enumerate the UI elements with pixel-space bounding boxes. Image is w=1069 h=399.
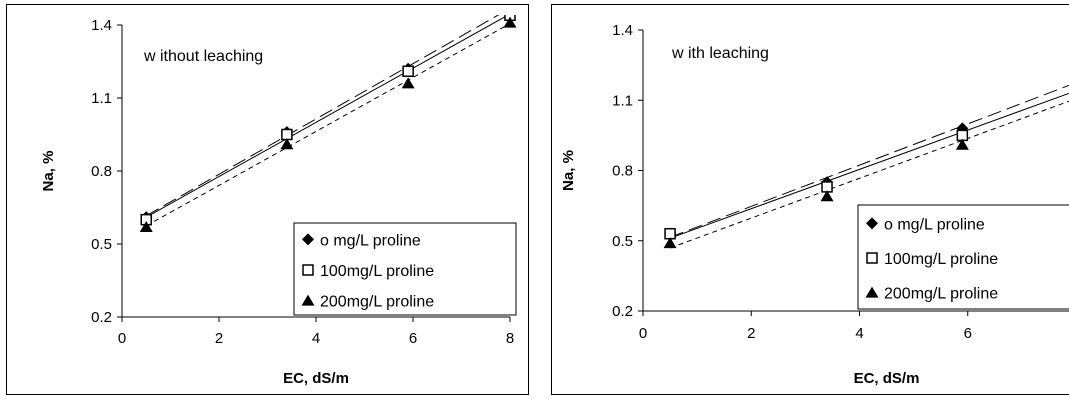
triangle-marker-series-3 — [401, 77, 415, 89]
y-tick-label: 1.1 — [91, 90, 112, 107]
legend-square-marker — [302, 264, 314, 276]
trendline-series-1 — [146, 15, 500, 217]
legend-box — [857, 204, 1069, 310]
plot-area — [663, 84, 1069, 249]
x-tick-label: 4 — [855, 325, 863, 342]
legend-label-series-2: 100mg/L proline — [320, 263, 434, 280]
legend-label-series-2: 100mg/L proline — [884, 251, 998, 268]
legend-label-series-3: 200mg/L proline — [884, 286, 998, 303]
triangle-marker-series-3 — [820, 190, 834, 202]
triangle-marker-series-3 — [139, 220, 153, 232]
y-tick-label: 0.2 — [612, 303, 633, 320]
triangle-marker-series-3 — [280, 138, 294, 150]
trendline-series-3 — [669, 100, 1069, 249]
trendline-series-3 — [146, 23, 511, 227]
y-axis-label: Na, % — [560, 150, 577, 191]
triangle-marker-series-3 — [955, 138, 969, 150]
triangle-marker-series-3 — [503, 16, 517, 28]
x-axis-label: EC, dS/m — [854, 370, 920, 387]
legend-diamond-marker — [302, 233, 314, 246]
trendline-series-1 — [669, 84, 1069, 238]
legend-label-series-1: o mg/L proline — [320, 232, 421, 249]
y-tick-label: 0.8 — [91, 163, 112, 180]
x-tick-label: 2 — [215, 330, 223, 347]
trendline-series-2 — [146, 15, 510, 218]
legend-diamond-marker — [866, 217, 878, 230]
y-tick-label: 0.5 — [91, 236, 112, 253]
square-marker-series-2 — [281, 128, 293, 141]
trendline-series-2 — [669, 92, 1069, 239]
plot-area — [139, 2, 517, 232]
y-tick-label: 0.2 — [91, 309, 112, 326]
chart-panel-without-leaching: 0.2 0.5 0.8 1.1 1.4 0 2 4 6 8 EC, dS/m Na, % w ithou… — [6, 4, 529, 395]
y-tick-label: 1.1 — [612, 92, 633, 109]
legend-box — [293, 222, 517, 316]
y-tick-label: 0.8 — [612, 163, 633, 180]
y-tick-label: 1.4 — [91, 17, 112, 34]
y-tick-label: 1.4 — [612, 22, 633, 39]
legend-label-series-3: 200mg/L proline — [320, 294, 434, 311]
legend-triangle-marker — [301, 294, 315, 306]
x-tick-label: 0 — [118, 330, 126, 347]
x-tick-label: 4 — [312, 330, 320, 347]
chart-svg: 0.2 0.5 0.8 1.1 1.4 0 2 4 6 8 EC, dS/m Na, % w ithou… — [40, 2, 517, 387]
x-tick-label: 0 — [639, 325, 647, 342]
y-axis-label: Na, % — [40, 151, 57, 192]
diamond-marker-series-1 — [504, 2, 516, 14]
y-tick-label: 0.5 — [612, 233, 633, 250]
chart-annotation: w ith leaching — [671, 45, 769, 62]
square-marker-series-2 — [402, 65, 414, 77]
x-axis-label: EC, dS/m — [283, 370, 349, 387]
triangle-marker-series-3 — [663, 237, 677, 249]
legend-label-series-1: o mg/L proline — [884, 216, 985, 233]
x-tick-label: 2 — [747, 325, 755, 342]
chart-annotation: w ithout leaching — [143, 48, 263, 65]
x-tick-label: 6 — [964, 325, 972, 342]
legend-triangle-marker — [865, 286, 879, 298]
x-tick-label: 8 — [506, 330, 514, 347]
legend-square-marker — [866, 252, 878, 264]
x-tick-label: 6 — [409, 330, 417, 347]
